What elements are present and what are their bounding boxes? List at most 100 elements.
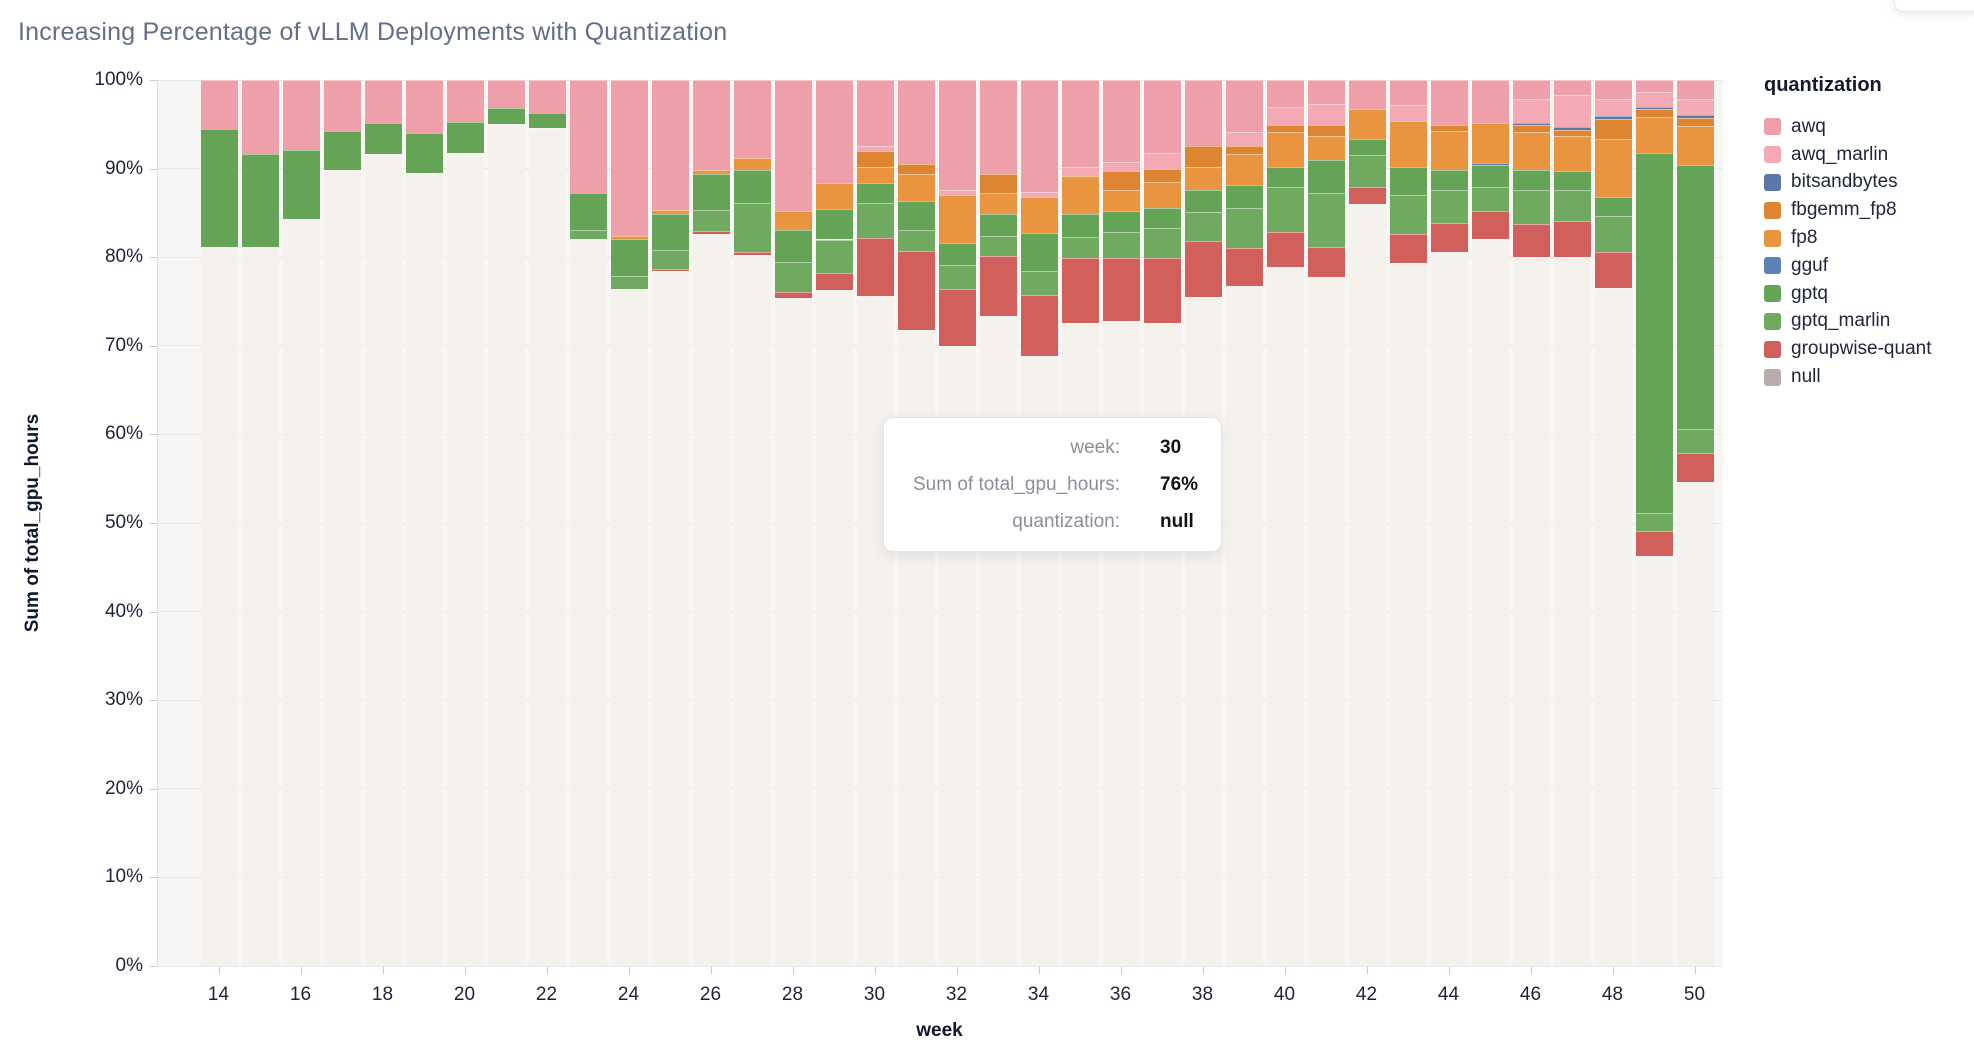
segment-gptq[interactable] bbox=[1595, 196, 1632, 216]
segment-fbgemm_fp8[interactable] bbox=[1595, 119, 1632, 140]
segment-gptq[interactable] bbox=[857, 182, 894, 204]
segment-fbgemm_fp8[interactable] bbox=[1431, 125, 1468, 132]
segment-null[interactable] bbox=[1595, 288, 1632, 966]
segment-null[interactable] bbox=[1226, 285, 1263, 966]
segment-gptq[interactable] bbox=[734, 169, 771, 204]
segment-fp8[interactable] bbox=[1390, 120, 1427, 167]
segment-groupwise-quant[interactable] bbox=[1349, 187, 1386, 205]
segment-groupwise-quant[interactable] bbox=[1267, 232, 1304, 267]
segment-bitsandbytes[interactable] bbox=[1677, 115, 1714, 119]
segment-fp8[interactable] bbox=[1636, 117, 1673, 153]
segment-awq[interactable] bbox=[611, 80, 648, 236]
segment-awq[interactable] bbox=[1390, 80, 1427, 105]
segment-gptq[interactable] bbox=[1267, 166, 1304, 188]
segment-awq_marlin[interactable] bbox=[1267, 107, 1304, 126]
segment-gptq[interactable] bbox=[980, 213, 1017, 236]
segment-groupwise-quant[interactable] bbox=[1431, 222, 1468, 252]
segment-fp8[interactable] bbox=[1021, 196, 1058, 234]
segment-awq_marlin[interactable] bbox=[939, 189, 976, 196]
segment-null[interactable] bbox=[365, 153, 402, 966]
bar-week-15[interactable] bbox=[242, 80, 279, 966]
segment-null[interactable] bbox=[447, 152, 484, 966]
bar-week-46[interactable] bbox=[1513, 80, 1550, 966]
segment-fp8[interactable] bbox=[898, 173, 935, 201]
segment-awq_marlin[interactable] bbox=[857, 145, 894, 151]
bar-week-19[interactable] bbox=[406, 80, 443, 966]
segment-awq[interactable] bbox=[1267, 80, 1304, 108]
segment-awq[interactable] bbox=[1021, 80, 1058, 192]
segment-fp8[interactable] bbox=[1349, 109, 1386, 140]
segment-gptq_marlin[interactable] bbox=[611, 275, 648, 290]
segment-awq_marlin[interactable] bbox=[1062, 166, 1099, 176]
segment-gptq_marlin[interactable] bbox=[1349, 155, 1386, 188]
segment-gptq[interactable] bbox=[1308, 159, 1345, 193]
segment-awq[interactable] bbox=[201, 80, 238, 129]
segment-gptq[interactable] bbox=[1021, 233, 1058, 272]
segment-gptq_marlin[interactable] bbox=[980, 235, 1017, 257]
bar-week-49[interactable] bbox=[1636, 80, 1673, 966]
segment-awq[interactable] bbox=[816, 80, 853, 183]
bar-week-50[interactable] bbox=[1677, 80, 1714, 966]
bar-week-29[interactable] bbox=[816, 80, 853, 966]
segment-gptq[interactable] bbox=[939, 243, 976, 266]
segment-awq_marlin[interactable] bbox=[1636, 91, 1673, 107]
segment-null[interactable] bbox=[1513, 257, 1550, 966]
segment-null[interactable] bbox=[1390, 263, 1427, 966]
segment-gptq_marlin[interactable] bbox=[734, 203, 771, 252]
segment-awq[interactable] bbox=[365, 80, 402, 123]
segment-fbgemm_fp8[interactable] bbox=[1144, 168, 1181, 182]
bar-week-41[interactable] bbox=[1308, 80, 1345, 966]
segment-gptq[interactable] bbox=[1431, 169, 1468, 190]
segment-gptq[interactable] bbox=[242, 153, 279, 247]
segment-gptq_marlin[interactable] bbox=[652, 250, 689, 269]
segment-gptq[interactable] bbox=[1226, 185, 1263, 208]
segment-null[interactable] bbox=[324, 170, 361, 966]
segment-gptq[interactable] bbox=[898, 200, 935, 230]
bar-week-45[interactable] bbox=[1472, 80, 1509, 966]
segment-groupwise-quant[interactable] bbox=[1308, 246, 1345, 277]
bar-week-25[interactable] bbox=[652, 80, 689, 966]
segment-gptq_marlin[interactable] bbox=[1185, 212, 1222, 242]
segment-fp8[interactable] bbox=[1144, 181, 1181, 209]
segment-fp8[interactable] bbox=[734, 157, 771, 170]
segment-gptq_marlin[interactable] bbox=[1595, 215, 1632, 252]
segment-gptq[interactable] bbox=[816, 209, 853, 240]
bar-week-38[interactable] bbox=[1185, 80, 1222, 966]
segment-null[interactable] bbox=[1267, 266, 1304, 966]
segment-gptq[interactable] bbox=[1554, 171, 1591, 190]
segment-groupwise-quant[interactable] bbox=[1513, 223, 1550, 258]
segment-null[interactable] bbox=[980, 315, 1017, 966]
segment-gptq_marlin[interactable] bbox=[1513, 189, 1550, 224]
segment-null[interactable] bbox=[488, 124, 525, 966]
segment-bitsandbytes[interactable] bbox=[1636, 106, 1673, 110]
segment-fp8[interactable] bbox=[816, 182, 853, 210]
segment-fp8[interactable] bbox=[611, 235, 648, 239]
segment-groupwise-quant[interactable] bbox=[1595, 251, 1632, 289]
segment-awq_marlin[interactable] bbox=[1390, 104, 1427, 121]
segment-null[interactable] bbox=[857, 296, 894, 966]
segment-awq[interactable] bbox=[652, 80, 689, 211]
segment-gptq[interactable] bbox=[201, 128, 238, 247]
segment-fbgemm_fp8[interactable] bbox=[1267, 125, 1304, 133]
segment-awq[interactable] bbox=[283, 80, 320, 150]
segment-gguf[interactable] bbox=[1472, 163, 1509, 166]
segment-awq[interactable] bbox=[1513, 80, 1550, 99]
segment-groupwise-quant[interactable] bbox=[1390, 234, 1427, 264]
segment-fp8[interactable] bbox=[1226, 153, 1263, 186]
segment-fp8[interactable] bbox=[1062, 175, 1099, 214]
bar-week-43[interactable] bbox=[1390, 80, 1427, 966]
segment-awq[interactable] bbox=[1472, 80, 1509, 123]
bar-week-42[interactable] bbox=[1349, 80, 1386, 966]
segment-awq[interactable] bbox=[939, 80, 976, 190]
segment-gptq[interactable] bbox=[488, 108, 525, 125]
bar-week-24[interactable] bbox=[611, 80, 648, 966]
segment-fp8[interactable] bbox=[1308, 135, 1345, 160]
legend-item-gguf[interactable]: gguf bbox=[1764, 252, 1964, 280]
segment-fbgemm_fp8[interactable] bbox=[1308, 125, 1345, 136]
segment-gptq[interactable] bbox=[283, 150, 320, 220]
segment-awq_marlin[interactable] bbox=[1308, 103, 1345, 126]
bar-week-44[interactable] bbox=[1431, 80, 1468, 966]
segment-gptq_marlin[interactable] bbox=[570, 229, 607, 240]
segment-gptq[interactable] bbox=[775, 229, 812, 262]
bar-week-22[interactable] bbox=[529, 80, 566, 966]
